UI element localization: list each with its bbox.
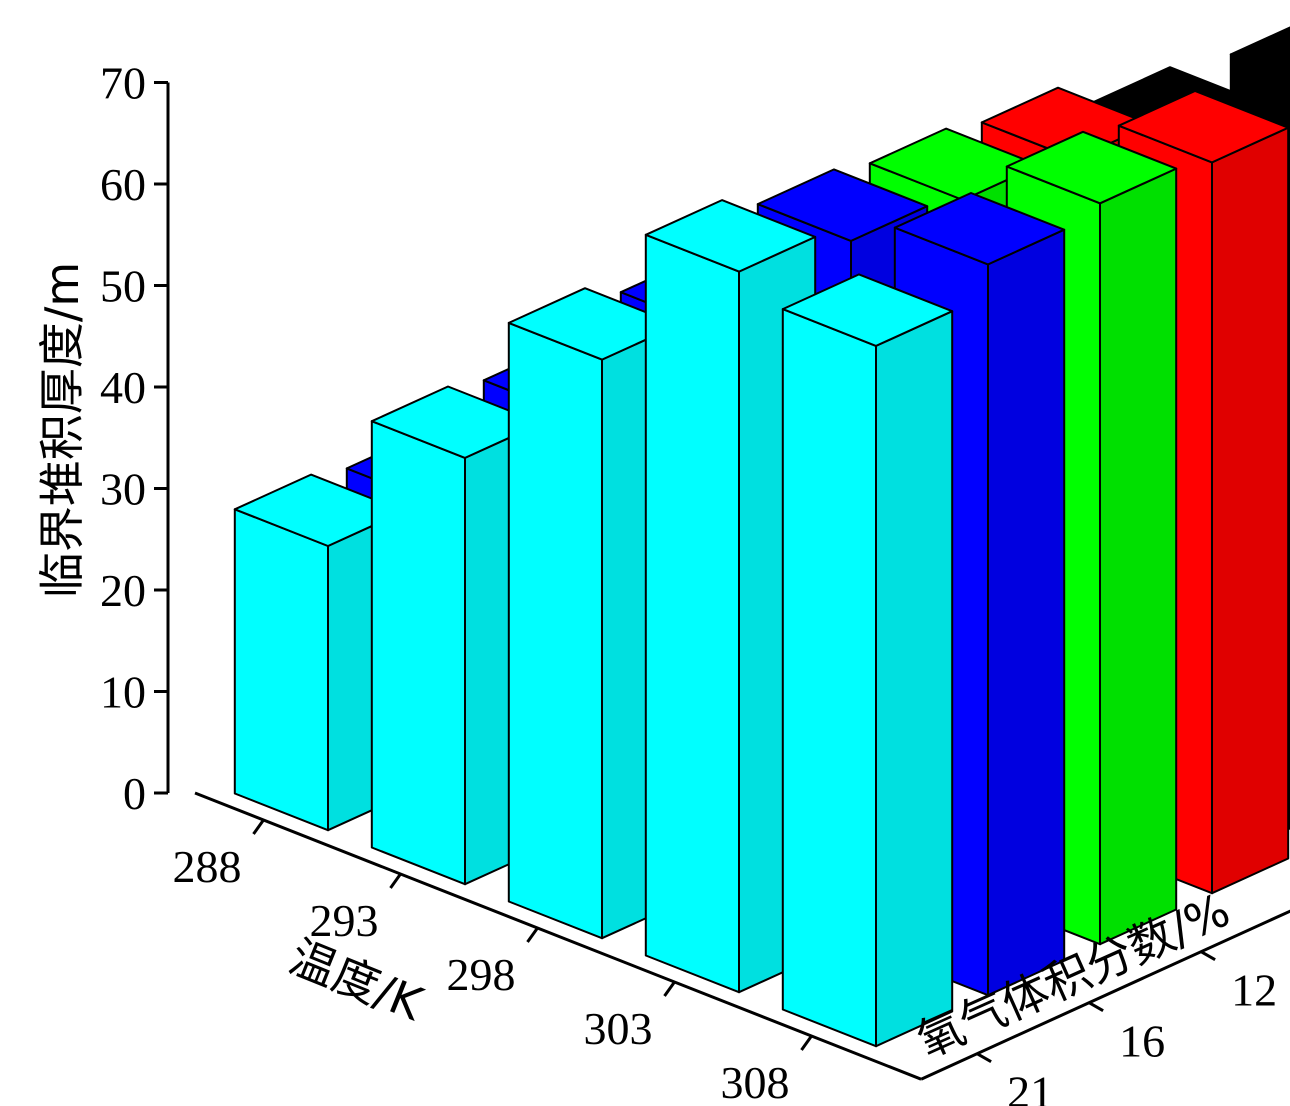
z-tick-label: 10 <box>100 667 146 718</box>
temperature-tick <box>252 819 265 835</box>
temperature-tick <box>526 927 539 943</box>
bar-top-face <box>1005 130 1178 205</box>
bar-side-face <box>1099 167 1178 946</box>
bar-front-face <box>507 321 603 940</box>
z-tick-label: 20 <box>100 565 146 616</box>
bar-top-face <box>1229 26 1290 79</box>
z-tick-label: 30 <box>100 464 146 515</box>
temperature-tick <box>663 981 676 997</box>
bar-side-face <box>1211 126 1290 895</box>
bar-front-face <box>233 508 329 832</box>
bars <box>233 26 1290 1048</box>
z-tick-label: 0 <box>123 768 146 819</box>
temperature-tick-label: 293 <box>310 895 379 946</box>
temperature-tick-label: 308 <box>721 1057 790 1106</box>
temperature-tick-label: 298 <box>447 949 516 1000</box>
temperature-tick-label: 288 <box>173 841 242 892</box>
bar-front-face <box>781 308 877 1048</box>
bar-side-face <box>987 228 1066 997</box>
oxygen-tick <box>1200 950 1216 962</box>
oxygen-tick <box>976 1052 992 1064</box>
z-axis-title: 临界堆积厚度/m <box>35 262 89 598</box>
oxygen-tick-label: 16 <box>1119 1016 1165 1067</box>
bar-top-face <box>644 199 817 273</box>
bar-top-face <box>781 273 954 347</box>
temperature-tick <box>389 873 402 889</box>
z-tick-label: 40 <box>100 362 146 413</box>
oxygen-tick-label: 21 <box>1007 1067 1053 1106</box>
bar-front-face <box>644 233 740 994</box>
temperature-tick <box>800 1035 813 1051</box>
temperature-axis-line <box>194 791 922 1081</box>
bar-top-face <box>756 168 929 242</box>
z-tick-label: 60 <box>100 159 146 210</box>
axes <box>154 81 1290 1081</box>
bar-top-face <box>893 192 1066 266</box>
bar-side-face <box>875 310 954 1048</box>
z-tick-label: 70 <box>100 58 146 109</box>
bar-308K-21pct <box>781 273 954 1048</box>
oxygen-axis-line <box>920 909 1290 1081</box>
temperature-tick-label: 303 <box>584 1003 653 1054</box>
bar-front-face <box>370 420 466 886</box>
z-tick-label: 50 <box>100 261 146 312</box>
bar-top-face <box>1117 90 1290 164</box>
oxygen-tick-label: 12 <box>1231 965 1277 1016</box>
oxygen-tick <box>1088 1001 1104 1013</box>
